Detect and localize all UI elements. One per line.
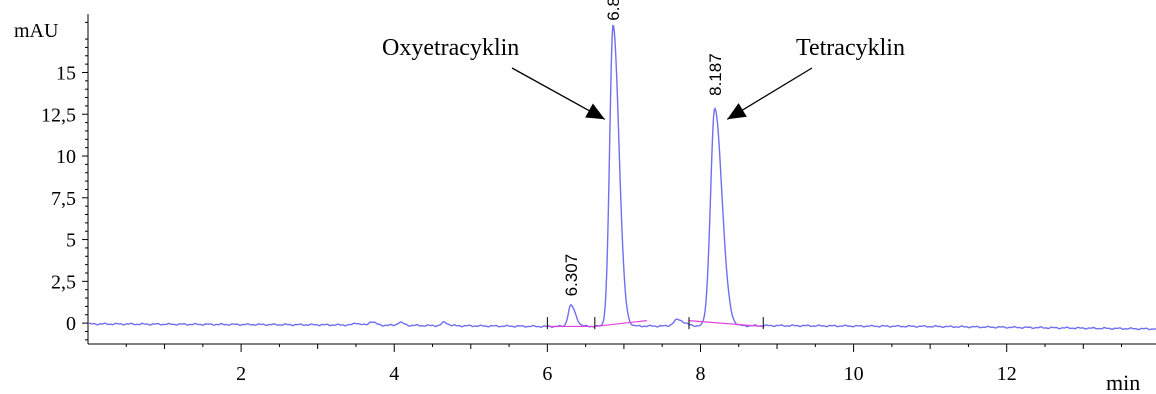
peak-label: 8.187 bbox=[706, 53, 725, 96]
x-tick-label: 6 bbox=[542, 363, 552, 385]
peak-label: 6.859 bbox=[604, 0, 623, 21]
x-axis-label: min bbox=[1106, 370, 1140, 394]
x-tick-label: 12 bbox=[997, 363, 1017, 385]
y-tick-label: 0 bbox=[66, 313, 76, 335]
x-tick-label: 10 bbox=[844, 363, 864, 385]
series-group bbox=[87, 24, 1156, 331]
y-tick-label: 15 bbox=[56, 62, 76, 84]
annotations: Oxyetracyklin Tetracyklin bbox=[382, 35, 905, 120]
arrow-head bbox=[585, 103, 605, 120]
y-tick-label: 2,5 bbox=[51, 271, 76, 293]
y-tick-label: 12,5 bbox=[41, 104, 76, 126]
annotation-label: Oxyetracyklin bbox=[382, 35, 519, 61]
y-tick-label: 7,5 bbox=[51, 188, 76, 210]
peak-labels: 6.307 6.859 8.187 bbox=[562, 0, 725, 296]
axes bbox=[87, 14, 1156, 345]
peak-label: 6.307 bbox=[562, 254, 581, 297]
arrow-head bbox=[727, 103, 747, 120]
y-tick-label: 10 bbox=[56, 146, 76, 168]
x-tick-label: 2 bbox=[236, 363, 246, 385]
y-tick-label: 5 bbox=[66, 230, 76, 252]
signal-trace bbox=[87, 24, 1156, 331]
integration-baseline bbox=[688, 320, 764, 328]
x-tick-label: 8 bbox=[695, 363, 705, 385]
x-tick-label: 4 bbox=[389, 363, 399, 385]
annotation-label: Tetracyklin bbox=[796, 35, 905, 61]
ticks: 0 2,5 5 7,5 10 12,5 15 2 4 6 8 10 12 bbox=[41, 21, 1123, 385]
y-axis-label: mAU bbox=[14, 20, 59, 42]
